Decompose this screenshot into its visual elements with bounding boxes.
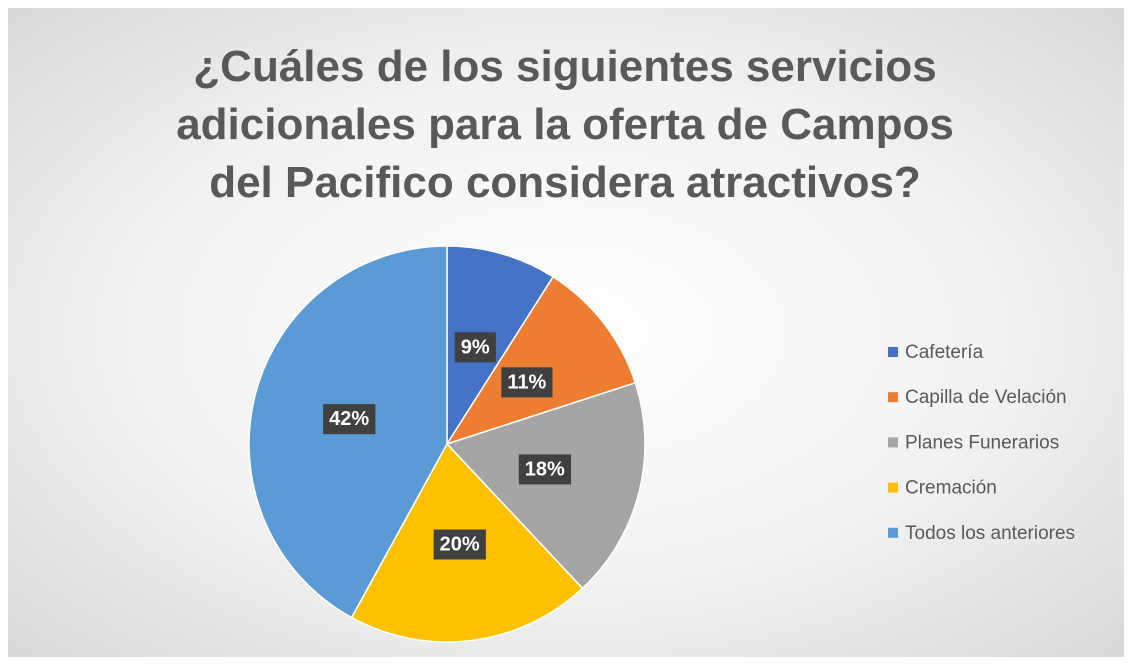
legend-swatch bbox=[888, 347, 898, 357]
legend-label: Todos los anteriores bbox=[905, 523, 1075, 544]
data-label: 18% bbox=[525, 458, 565, 480]
legend-swatch bbox=[888, 527, 898, 538]
pie-slice bbox=[445, 381, 646, 590]
chart-title: ¿Cuáles de los siguientes servicios adic… bbox=[176, 42, 954, 207]
data-label: 11% bbox=[507, 371, 546, 393]
data-label: 9% bbox=[461, 336, 490, 358]
data-label-box bbox=[518, 454, 572, 485]
data-label-box bbox=[501, 367, 553, 398]
legend-swatch bbox=[888, 392, 898, 403]
legend-label: Cafetería bbox=[905, 342, 984, 363]
data-label: 42% bbox=[329, 408, 369, 430]
pie-slice bbox=[445, 275, 637, 446]
legend-swatch bbox=[888, 437, 898, 448]
pie-slice bbox=[446, 245, 555, 447]
data-label-box bbox=[454, 332, 496, 363]
data-label-box bbox=[433, 529, 486, 560]
legend-label: Planes Funerarios bbox=[905, 432, 1059, 453]
legend-label: Cremación bbox=[905, 478, 997, 499]
legend-label: Capilla de Velación bbox=[905, 387, 1067, 408]
data-label-box bbox=[323, 404, 376, 435]
data-label: 20% bbox=[440, 533, 480, 555]
legend-swatch bbox=[888, 482, 898, 493]
